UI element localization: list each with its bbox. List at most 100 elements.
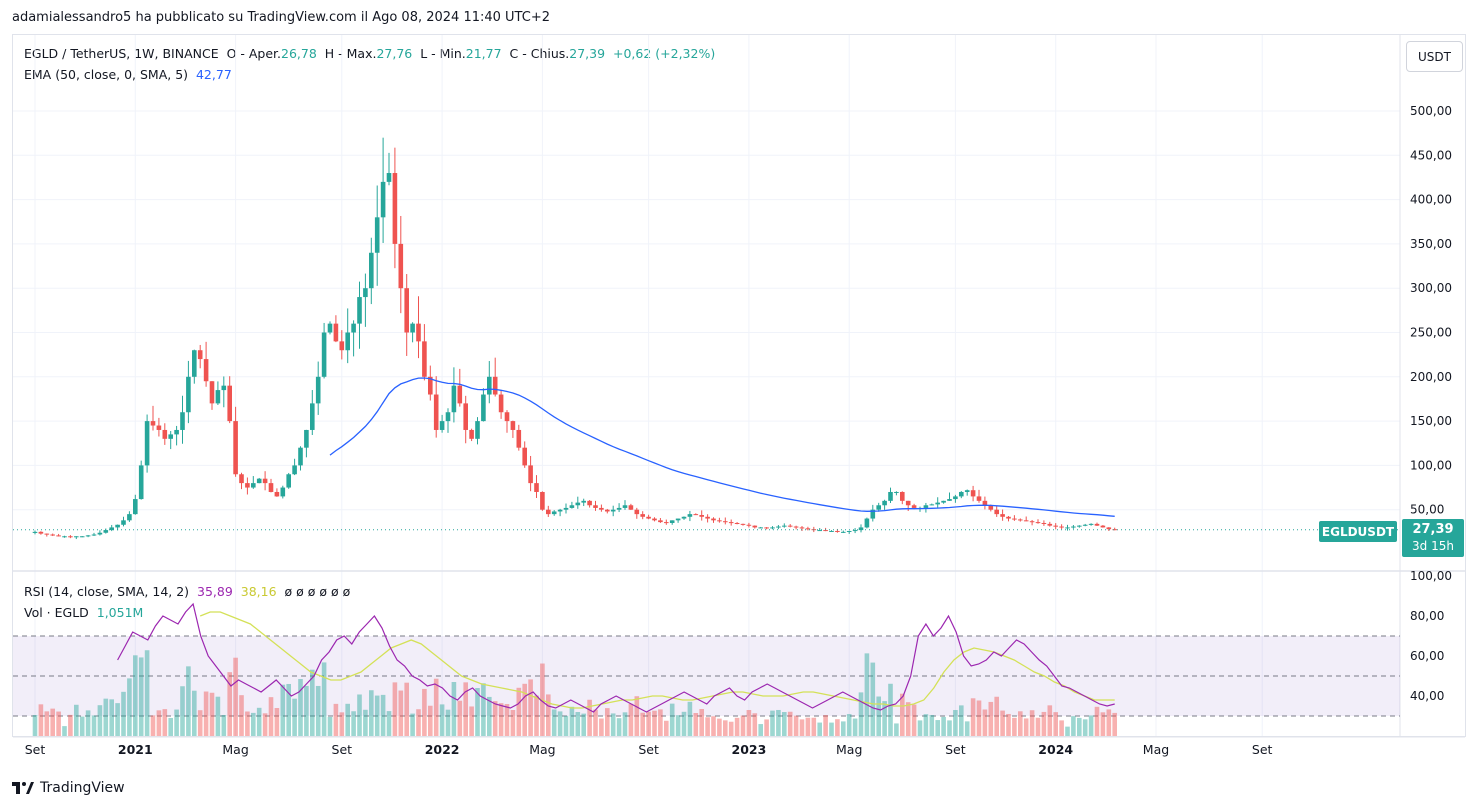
candle-body [121, 520, 126, 525]
high-label: H - Max. [324, 46, 377, 61]
candle-body [746, 524, 752, 526]
volume-bar [734, 717, 740, 736]
candle-body [970, 490, 976, 497]
volume-bar [186, 666, 191, 736]
candle-body [994, 509, 999, 515]
volume-legend[interactable]: Vol · EGLD 1,051M [24, 605, 143, 620]
candle-body [138, 465, 144, 500]
volume-bar [433, 678, 439, 736]
volume-bar [646, 711, 651, 736]
time-axis-label: 2024 [1038, 742, 1073, 757]
candle-body [540, 491, 545, 510]
candle-body [1023, 520, 1029, 522]
candle-body [599, 507, 604, 510]
volume-bar [156, 710, 162, 736]
ema-legend[interactable]: EMA (50, close, 0, SMA, 5) 42,77 [24, 67, 232, 82]
volume-bar [1023, 718, 1029, 736]
volume-bar [587, 699, 592, 736]
candle-body [605, 509, 610, 512]
volume-bar [410, 713, 415, 736]
candle-body [953, 496, 958, 500]
volume-bar [581, 713, 586, 736]
candle-body [870, 509, 876, 519]
candle-body [1065, 527, 1070, 529]
volume-bar [1018, 711, 1023, 736]
volume-bar [274, 708, 280, 736]
volume-bar [717, 718, 722, 736]
volume-bar [569, 706, 575, 736]
rsi-axis-label: 100,00 [1410, 569, 1452, 583]
candle-body [817, 530, 822, 532]
volume-bar [404, 682, 409, 736]
candle-body [1088, 523, 1094, 525]
candle-body [900, 491, 905, 501]
candle-body [498, 394, 504, 413]
candle-body [829, 530, 834, 532]
candle-body [245, 483, 250, 488]
close-value: 27,39 [569, 46, 606, 61]
tradingview-brand[interactable]: TradingView [12, 780, 125, 796]
volume-bar [976, 700, 982, 736]
candle-body [805, 528, 811, 530]
price-axis-label: 350,00 [1410, 237, 1452, 251]
candle-body [398, 243, 404, 289]
candle-body [569, 505, 575, 508]
volume-bar [929, 715, 935, 736]
volume-bar [363, 709, 368, 736]
candle-body [457, 385, 463, 404]
volume-bar [1100, 712, 1106, 736]
volume-bar [315, 685, 321, 736]
brand-name: TradingView [40, 780, 125, 796]
rsi-legend[interactable]: RSI (14, close, SMA, 14, 2) 35,89 38,16 … [24, 584, 350, 599]
volume-bar [1082, 719, 1088, 736]
volume-bar [174, 709, 179, 736]
volume-bar [711, 716, 716, 736]
volume-bar [546, 694, 551, 736]
volume-bar [492, 701, 498, 736]
candle-body [451, 385, 457, 413]
candle-body [492, 376, 498, 395]
volume-bar [640, 712, 645, 736]
volume-bar [451, 682, 457, 736]
price-axis-label: 200,00 [1410, 370, 1452, 384]
candle-body [593, 505, 598, 508]
volume-bar [103, 698, 109, 736]
candle-body [510, 421, 516, 430]
symbol-name[interactable]: EGLD / TetherUS, 1W, BINANCE [24, 46, 219, 61]
candle-body [894, 491, 899, 493]
currency-button[interactable]: USDT [1406, 41, 1463, 72]
symbol-legend: EGLD / TetherUS, 1W, BINANCE O - Aper.26… [24, 46, 715, 61]
volume-bar [445, 709, 451, 736]
rsi-value: 35,89 [197, 584, 233, 599]
time-axis-label: Set [25, 742, 46, 757]
price-axis-label: 250,00 [1410, 326, 1452, 340]
rsi-axis-label: 80,00 [1410, 609, 1444, 623]
candle-body [723, 521, 728, 523]
volume-bar [841, 721, 846, 736]
candle-body [705, 516, 710, 519]
candle-body [115, 524, 120, 528]
candle-body [888, 491, 893, 501]
volume-bar [498, 703, 504, 736]
volume-bar [428, 705, 433, 736]
volume-bar [463, 682, 468, 736]
candle-body [947, 499, 952, 501]
volume-bar [870, 662, 876, 736]
volume-bar [351, 711, 356, 736]
candle-body [268, 483, 274, 492]
volume-bar [764, 719, 769, 736]
volume-bar [109, 699, 114, 736]
candle-body [1035, 522, 1041, 524]
candle-body [227, 385, 232, 422]
price-axis-label: 150,00 [1410, 414, 1452, 428]
volume-bar [97, 705, 103, 736]
volume-bar [776, 709, 781, 736]
volume-bar [386, 711, 392, 736]
rsi-label: RSI (14, close, SMA, 14, 2) [24, 584, 190, 599]
candle-body [1094, 523, 1100, 526]
volume-bar [138, 657, 144, 736]
candle-body [215, 390, 221, 404]
candle-body [233, 421, 238, 475]
candle-body [787, 525, 793, 527]
